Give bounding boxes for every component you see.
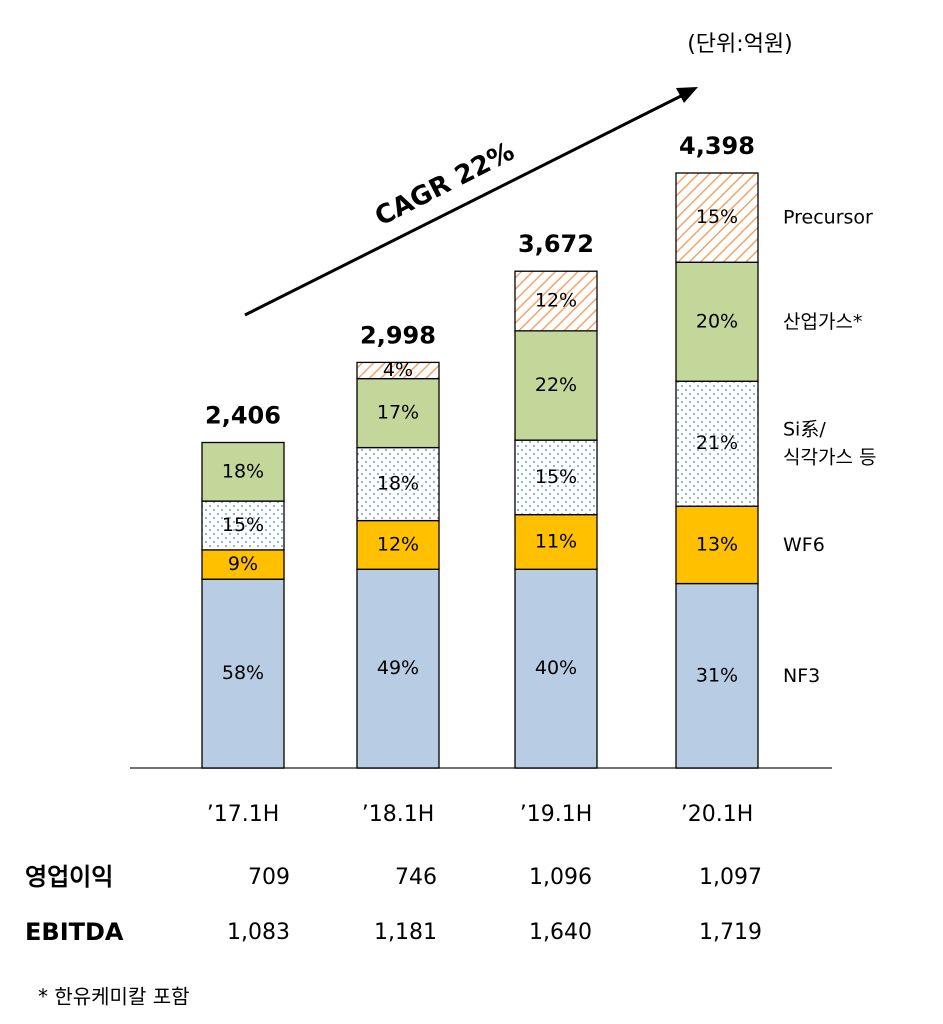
table-cell: 1,083	[227, 920, 290, 945]
legend-label: WF6	[783, 533, 825, 555]
segment-label: 18%	[377, 473, 419, 495]
segment-label: 22%	[535, 374, 577, 396]
segment-label: 15%	[696, 206, 738, 228]
cagr-label: CAGR 22%	[370, 137, 519, 233]
legend-label: NF3	[783, 664, 820, 686]
row-label: 영업이익	[25, 863, 113, 891]
table-cell: 1,096	[529, 865, 592, 890]
bar-segment	[356, 377, 440, 449]
bar-segment	[356, 446, 440, 522]
bar-segment	[514, 330, 598, 441]
bar-segment	[675, 582, 759, 769]
segment-label: 12%	[535, 290, 577, 312]
segment-label: 21%	[696, 432, 738, 454]
cagr-arrow-head	[676, 87, 698, 103]
bar-segment	[356, 568, 440, 769]
row-label: EBITDA	[25, 918, 124, 946]
total-label: 2,406	[205, 401, 281, 429]
bar-segment	[675, 261, 759, 382]
bar-segment	[201, 441, 285, 502]
segment-label: 17%	[377, 402, 419, 424]
segment-label: 15%	[535, 466, 577, 488]
segment-label: 18%	[222, 460, 264, 482]
bar-segment	[675, 505, 759, 585]
bar-segment	[675, 380, 759, 507]
segment-label: 15%	[222, 514, 264, 536]
table-cell: 746	[395, 865, 437, 890]
x-tick-label: ’18.1H	[362, 802, 435, 827]
cagr-arrow	[244, 92, 686, 317]
table-cell: 1,640	[529, 920, 592, 945]
legend-label: Precursor	[783, 206, 873, 228]
segment-label: 49%	[377, 657, 419, 679]
bar-segment	[201, 549, 285, 580]
segment-label: 4%	[383, 359, 413, 381]
legend-label: Si系/식각가스 등	[783, 418, 876, 468]
bar-segment	[514, 270, 598, 332]
segment-label: 13%	[696, 533, 738, 555]
segment-label: 12%	[377, 533, 419, 555]
total-label: 4,398	[679, 132, 755, 160]
table-cell: 1,097	[699, 865, 762, 890]
segment-label: 31%	[696, 664, 738, 686]
bar-segment	[514, 439, 598, 516]
segment-label: 9%	[228, 553, 258, 575]
table-cell: 1,181	[374, 920, 437, 945]
bar-segment	[514, 568, 598, 769]
segment-label: 20%	[696, 310, 738, 332]
segment-label: 58%	[222, 662, 264, 684]
footnote: * 한유케미칼 포함	[38, 985, 190, 1009]
total-label: 2,998	[360, 321, 436, 349]
legend-label: 산업가스*	[783, 310, 862, 332]
total-label: 3,672	[518, 230, 594, 258]
segment-label: 40%	[535, 657, 577, 679]
bar-segment	[201, 578, 285, 769]
bar-segment	[675, 172, 759, 263]
bar-segment	[356, 519, 440, 570]
segment-label: 11%	[535, 530, 577, 552]
bar-segment	[356, 361, 440, 380]
table-cell: 709	[248, 865, 290, 890]
x-tick-label: ’17.1H	[207, 802, 280, 827]
unit-label: (단위:억원)	[687, 32, 793, 57]
table-cell: 1,719	[699, 920, 762, 945]
x-tick-label: ’19.1H	[520, 802, 593, 827]
x-tick-label: ’20.1H	[681, 802, 754, 827]
